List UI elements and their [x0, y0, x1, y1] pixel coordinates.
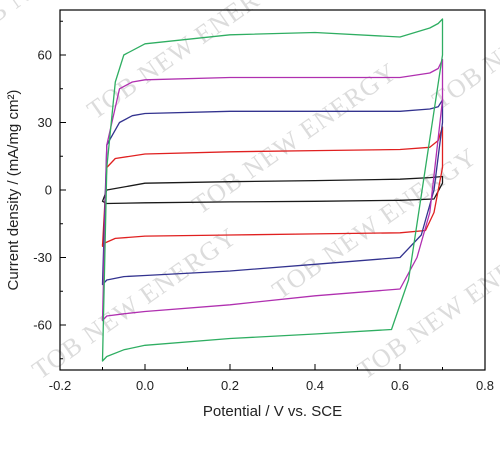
cv-curve-5 — [101, 18, 444, 362]
x-tick-label: -0.2 — [49, 378, 71, 393]
axis-ticks: -0.2 0.0 0.2 0.4 0.6 0.8 -60 -30 0 30 60 — [33, 20, 494, 393]
y-tick-label: -30 — [33, 250, 52, 265]
cv-curve-2 — [101, 126, 444, 247]
cv-curve-1 — [101, 175, 444, 205]
watermark-text: TOB NEW ENERGY — [352, 222, 500, 385]
watermark-text: TOB NEW ENERGY — [27, 222, 242, 385]
series-layer — [101, 18, 444, 362]
y-tick-label: 60 — [38, 48, 52, 63]
y-tick-label: 30 — [38, 115, 52, 130]
x-tick-label: 0.4 — [306, 378, 324, 393]
y-tick-label: 0 — [45, 183, 52, 198]
y-tick-label: -60 — [33, 318, 52, 333]
x-tick-label: 0.0 — [136, 378, 154, 393]
watermark-text: TOB NEW ENERGY — [187, 57, 402, 220]
x-tick-label: 0.8 — [476, 378, 494, 393]
x-axis-title: Potential / V vs. SCE — [203, 403, 342, 420]
watermark-text: TOB NEW ENERGY — [267, 142, 482, 305]
x-tick-label: 0.6 — [391, 378, 409, 393]
x-tick-label: 0.2 — [221, 378, 239, 393]
watermark-text: TOB NEW ENERGY — [82, 0, 297, 125]
watermark-text: TOB NEW ENERGY — [0, 0, 167, 50]
cv-curve-3 — [101, 99, 444, 286]
watermark-text: TOB NEW ENERGY — [427, 0, 500, 115]
cv-curve-4 — [101, 58, 444, 322]
y-axis-title: Current density / (mA/mg cm²) — [5, 90, 22, 291]
